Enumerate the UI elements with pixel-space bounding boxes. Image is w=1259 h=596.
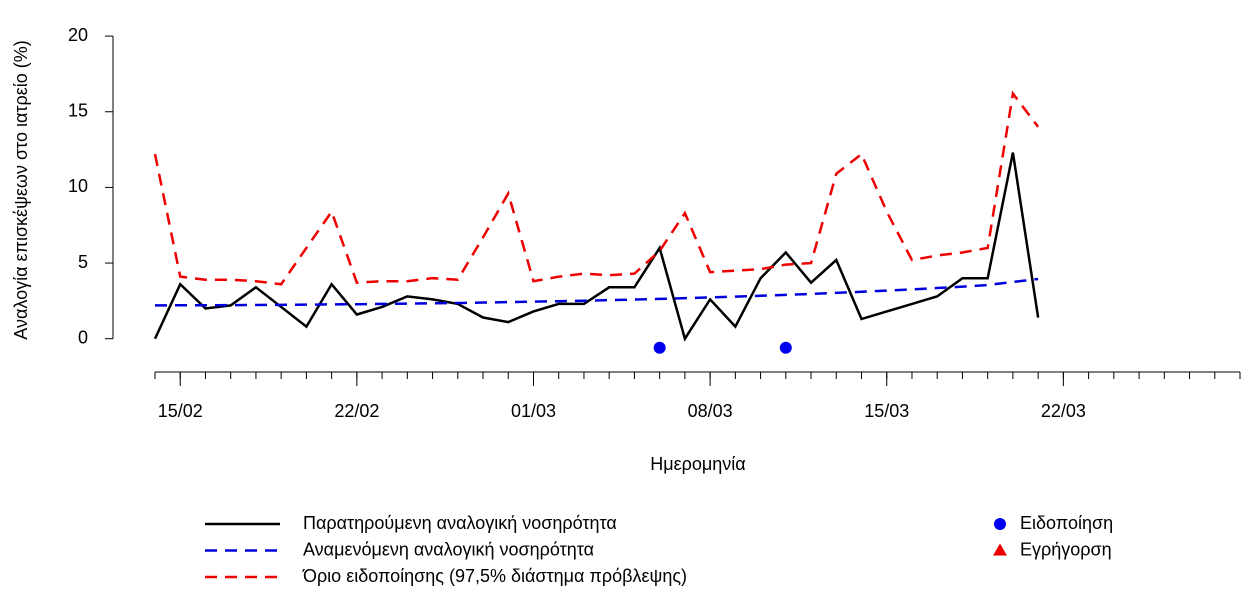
legend-swatch (994, 518, 1006, 530)
x-tick-label: 01/03 (511, 401, 556, 421)
marker (779, 341, 792, 354)
x-tick-label: 15/02 (158, 401, 203, 421)
x-tick-label: 22/02 (334, 401, 379, 421)
legend-label: Όριο ειδοποίησης (97,5% διάστημα πρόβλεψ… (302, 566, 687, 586)
y-tick-label: 20 (68, 25, 88, 45)
legend-label: Ειδοποίηση (1020, 513, 1113, 533)
y-tick-label: 0 (78, 327, 88, 347)
legend-swatch (993, 543, 1007, 556)
series-line (153, 152, 1040, 342)
series-line (153, 90, 1040, 286)
x-tick-label: 22/03 (1041, 401, 1086, 421)
x-tick-label: 08/03 (688, 401, 733, 421)
y-tick-label: 15 (68, 101, 88, 121)
x-axis-label: Ημερομηνία (650, 454, 745, 474)
y-tick-label: 5 (78, 252, 88, 272)
y-tick-label: 10 (68, 176, 88, 196)
marker (653, 341, 666, 354)
y-axis-label: Αναλογία επισκέψεων στο ιατρείο (%) (11, 40, 31, 339)
legend-label: Αναμενόμενη αναλογική νοσηρότητα (303, 539, 594, 559)
series-line (154, 277, 1039, 307)
legend-label: Παρατηρούμενη αναλογική νοσηρότητα (303, 513, 617, 533)
x-tick-label: 15/03 (864, 401, 909, 421)
legend-label: Εγρήγορση (1020, 539, 1112, 559)
